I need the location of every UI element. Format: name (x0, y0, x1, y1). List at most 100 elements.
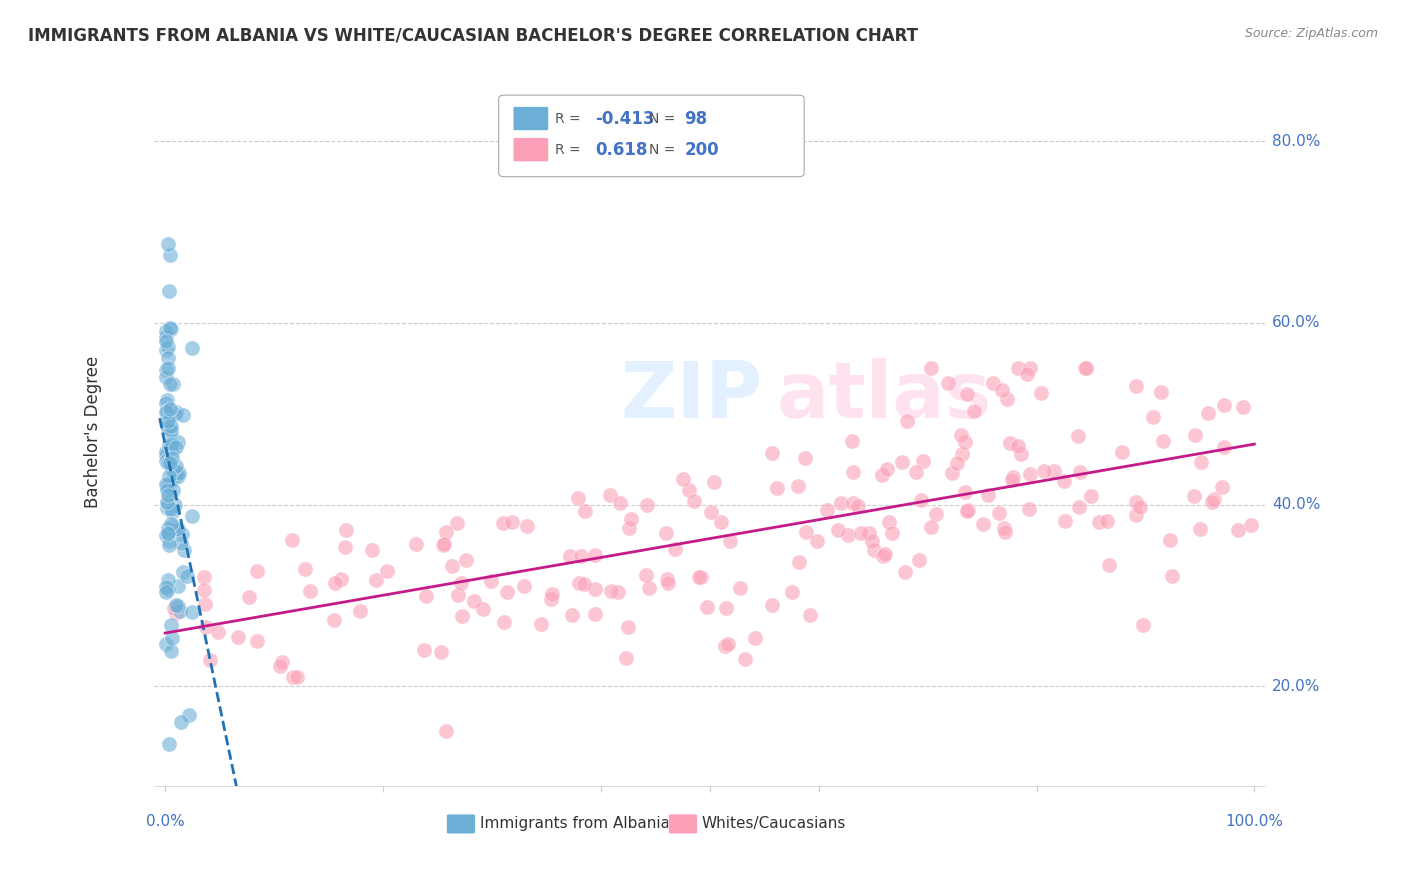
Point (638, 581, 661, 595)
Point (734, 652, 756, 666)
Point (870, 468, 893, 483)
Point (789, 555, 811, 569)
Point (165, 405, 187, 419)
Point (1069, 465, 1091, 479)
Point (159, 321, 181, 335)
Point (228, 630, 250, 644)
Point (609, 496, 631, 510)
Point (841, 465, 863, 479)
Point (1232, 400, 1254, 414)
Point (281, 533, 304, 548)
Point (1080, 490, 1102, 504)
Point (159, 618, 181, 632)
Point (1182, 489, 1205, 503)
Point (1032, 464, 1054, 478)
Point (412, 642, 434, 657)
Point (375, 565, 398, 579)
Point (1111, 444, 1133, 458)
Text: R =: R = (555, 112, 581, 126)
Point (434, 724, 457, 739)
Point (1067, 428, 1090, 442)
Point (995, 392, 1018, 407)
Point (155, 448, 177, 462)
Point (159, 401, 181, 416)
Text: R =: R = (555, 143, 581, 157)
Point (170, 536, 193, 550)
Point (849, 525, 872, 540)
Point (167, 579, 190, 593)
Point (170, 714, 193, 729)
Point (583, 582, 606, 597)
Point (432, 539, 454, 553)
Point (156, 404, 179, 418)
Point (163, 498, 186, 512)
Text: 20.0%: 20.0% (1272, 679, 1320, 694)
Point (157, 526, 180, 541)
Point (981, 376, 1004, 391)
Point (863, 543, 886, 558)
Point (1074, 361, 1097, 376)
FancyBboxPatch shape (447, 814, 475, 834)
Point (165, 598, 187, 612)
Point (450, 576, 472, 591)
Point (155, 500, 177, 515)
Point (617, 521, 640, 535)
Point (567, 491, 589, 506)
Text: 100.0%: 100.0% (1226, 814, 1284, 830)
Point (1042, 464, 1064, 478)
Point (860, 533, 883, 548)
Point (963, 404, 986, 418)
Point (987, 506, 1010, 520)
Point (945, 456, 967, 470)
Text: Whites/Caucasians: Whites/Caucasians (702, 816, 846, 831)
Point (167, 466, 190, 480)
Point (159, 248, 181, 262)
Point (441, 559, 464, 574)
Point (156, 479, 179, 493)
Point (877, 515, 900, 529)
Point (155, 370, 177, 384)
Text: IMMIGRANTS FROM ALBANIA VS WHITE/CAUCASIAN BACHELOR'S DEGREE CORRELATION CHART: IMMIGRANTS FROM ALBANIA VS WHITE/CAUCASI… (28, 27, 918, 45)
Point (911, 454, 934, 468)
Point (155, 477, 177, 491)
Point (714, 600, 737, 615)
Point (165, 470, 187, 484)
Point (1161, 569, 1184, 583)
Point (156, 526, 179, 541)
Point (155, 585, 177, 599)
FancyBboxPatch shape (499, 95, 804, 177)
Point (1125, 494, 1147, 508)
Point (246, 633, 269, 648)
Point (155, 343, 177, 358)
Point (728, 581, 751, 595)
Point (165, 459, 187, 474)
Point (160, 322, 183, 336)
Point (956, 504, 979, 518)
Point (167, 599, 190, 613)
Point (176, 569, 198, 583)
Point (540, 587, 562, 601)
Point (977, 488, 1000, 502)
Point (664, 542, 686, 557)
Point (156, 488, 179, 502)
Point (415, 589, 437, 603)
Point (950, 446, 973, 460)
Point (163, 407, 186, 421)
Point (155, 454, 177, 468)
Point (991, 383, 1014, 397)
Point (298, 584, 321, 599)
Point (159, 377, 181, 392)
Point (766, 481, 789, 495)
Text: N =: N = (648, 112, 675, 126)
Point (876, 461, 898, 475)
Point (156, 497, 179, 511)
Point (156, 573, 179, 587)
Point (167, 522, 190, 536)
Point (1184, 428, 1206, 442)
Point (1197, 406, 1219, 420)
Point (157, 468, 180, 483)
Point (910, 493, 932, 508)
Text: -0.413: -0.413 (595, 110, 655, 128)
Point (170, 527, 193, 541)
Point (160, 445, 183, 459)
